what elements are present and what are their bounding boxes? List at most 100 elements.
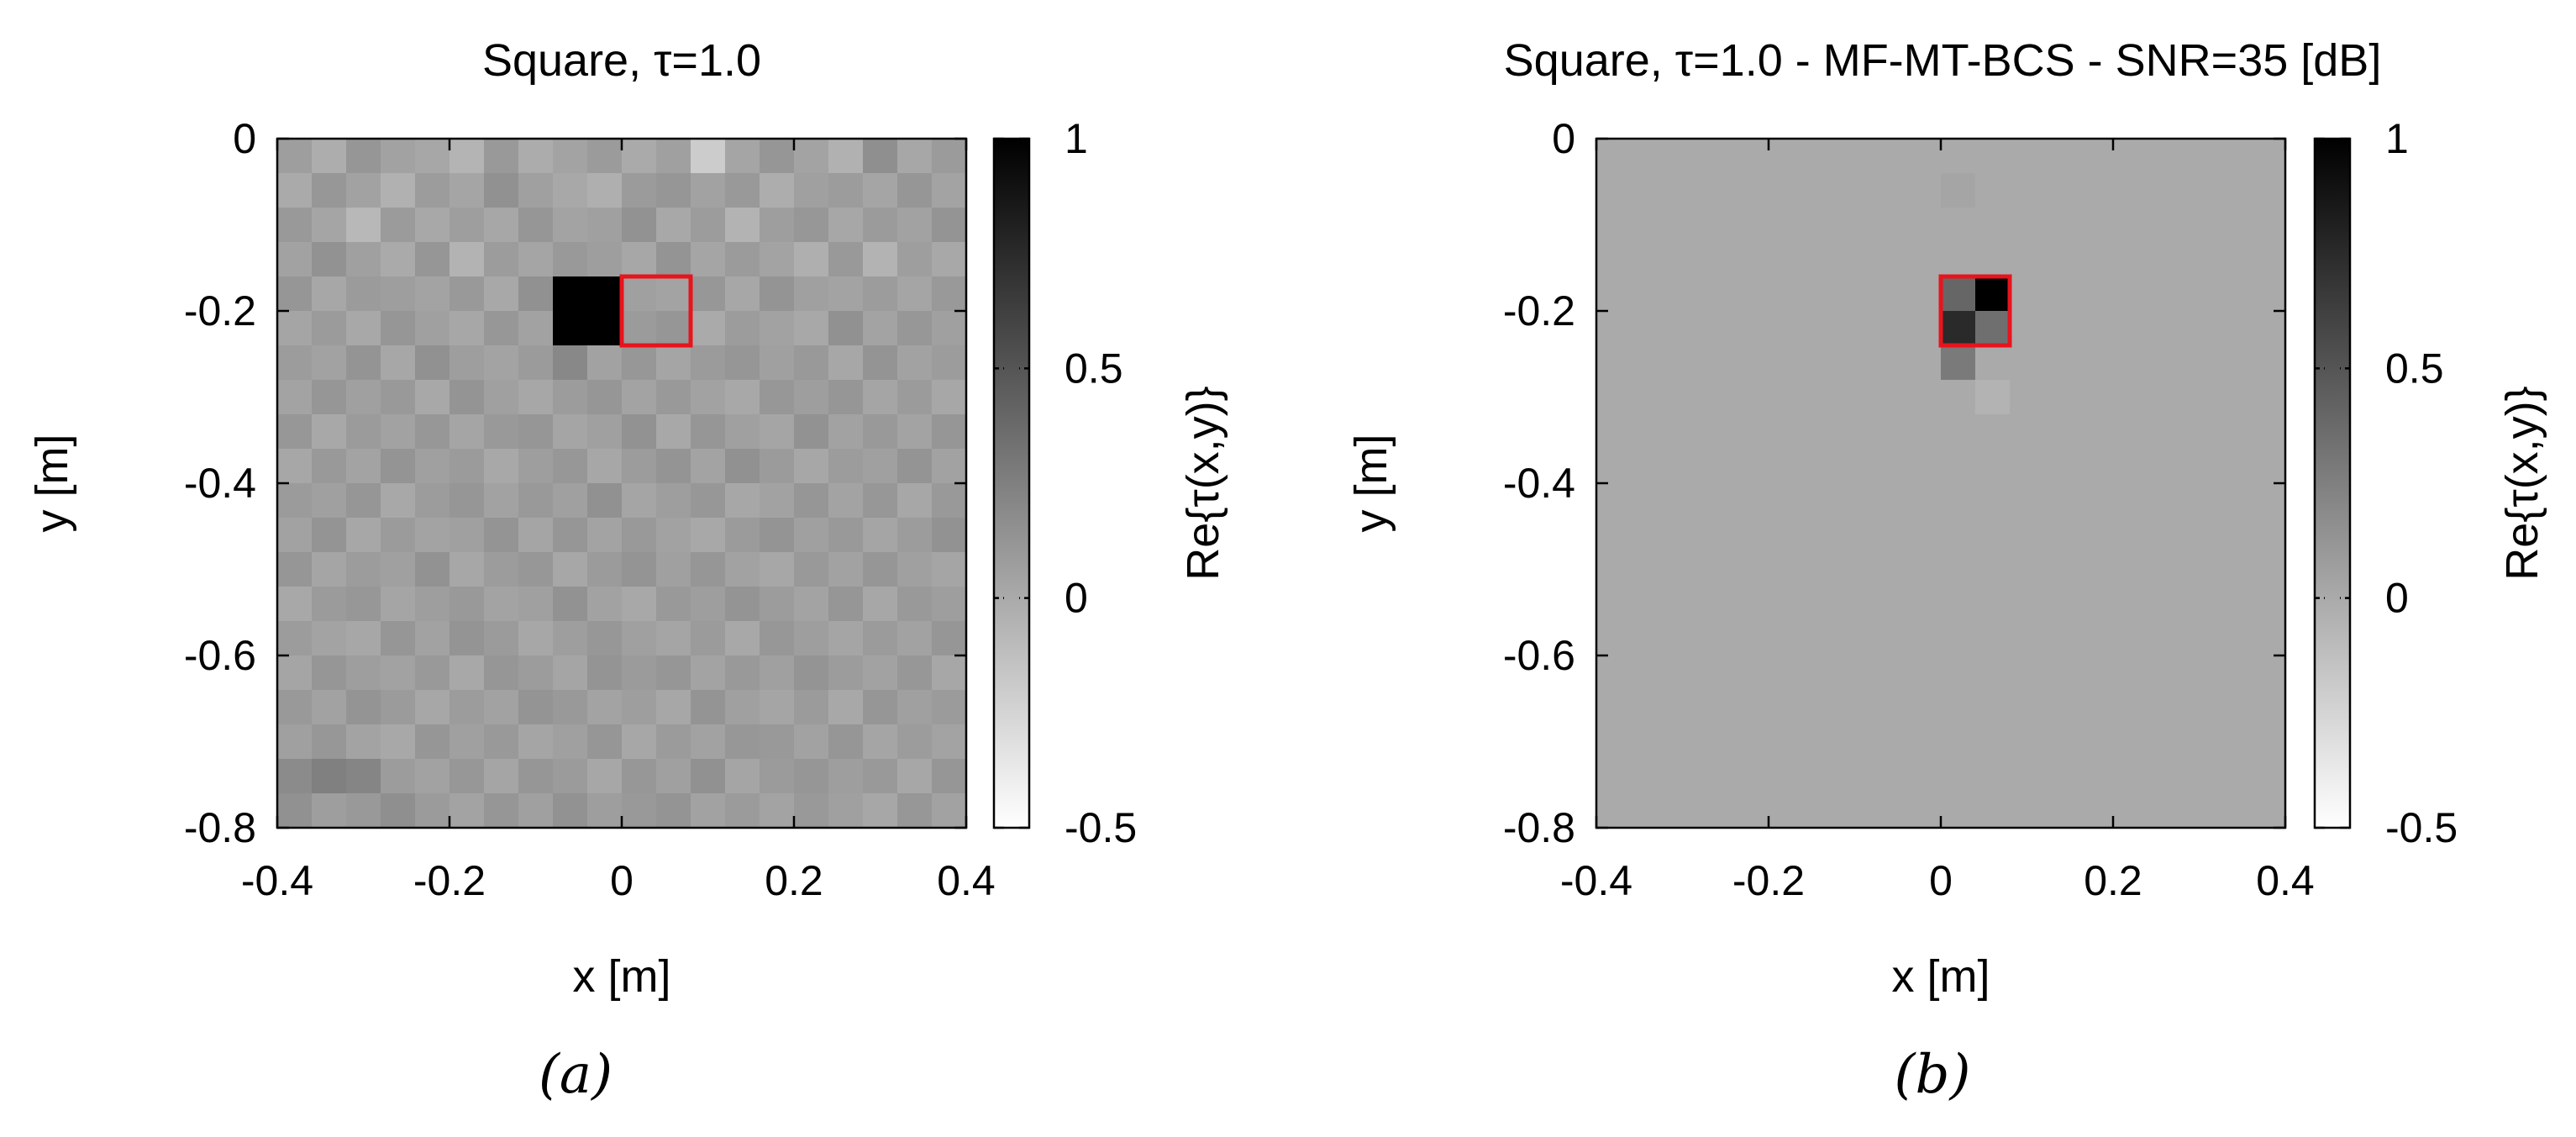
- heatmap-cell: [1665, 276, 1701, 312]
- heatmap-cell: [381, 655, 416, 691]
- heatmap-cell: [1872, 690, 1907, 725]
- heatmap-cell: [1872, 139, 1907, 174]
- heatmap-cell: [897, 311, 933, 346]
- heatmap-cell: [828, 793, 864, 829]
- heatmap-cell: [2113, 414, 2148, 450]
- panel-a-heatmap: [277, 139, 967, 829]
- heatmap-cell: [277, 690, 313, 725]
- heatmap-cell: [1700, 759, 1735, 794]
- heatmap-cell: [277, 345, 313, 381]
- panel-b-y-ticks: 0 -0.2 -0.4 -0.6 -0.8: [1503, 115, 2285, 851]
- heatmap-cell: [1596, 380, 1632, 415]
- heatmap-cell: [760, 655, 795, 691]
- heatmap-cell: [725, 483, 760, 518]
- heatmap-cell: [897, 173, 933, 208]
- heatmap-cell: [553, 690, 588, 725]
- heatmap-cell: [1872, 724, 1907, 760]
- heatmap-cell: [760, 621, 795, 656]
- heatmap-cell: [1975, 139, 2011, 174]
- heatmap-cell: [794, 793, 829, 829]
- heatmap-cell: [587, 724, 623, 760]
- heatmap-cell: [828, 724, 864, 760]
- heatmap-cell: [1631, 449, 1666, 484]
- heatmap-cell: [381, 724, 416, 760]
- heatmap-cell: [1837, 173, 1873, 208]
- heatmap-cell: [346, 449, 381, 484]
- heatmap-cell: [897, 690, 933, 725]
- heatmap-cell: [1941, 793, 1976, 829]
- heatmap-cell: [1837, 587, 1873, 622]
- heatmap-cell: [2182, 414, 2217, 450]
- heatmap-cell: [415, 345, 450, 381]
- heatmap-cell: [794, 483, 829, 518]
- heatmap-cell: [1596, 449, 1632, 484]
- heatmap-cell: [932, 483, 967, 518]
- heatmap-cell: [587, 449, 623, 484]
- heatmap-cell: [1700, 380, 1735, 415]
- heatmap-cell: [1803, 793, 1838, 829]
- heatmap-cell: [553, 242, 588, 277]
- heatmap-cell: [1803, 655, 1838, 691]
- heatmap-cell: [312, 552, 347, 587]
- panel-b: Square, τ=1.0 - MF-MT-BCS - SNR=35 [dB] …: [1346, 35, 2547, 1106]
- heatmap-cell: [2079, 483, 2114, 518]
- heatmap-cell: [587, 518, 623, 553]
- heatmap-cell: [2044, 414, 2079, 450]
- heatmap-cell: [1596, 414, 1632, 450]
- heatmap-cell: [2079, 759, 2114, 794]
- heatmap-cell: [932, 655, 967, 691]
- heatmap-cell: [518, 655, 554, 691]
- heatmap-cell: [2079, 380, 2114, 415]
- heatmap-cell: [1631, 139, 1666, 174]
- heatmap-cell: [1906, 518, 1942, 553]
- heatmap-cell: [518, 311, 554, 346]
- heatmap-cell: [1941, 483, 1976, 518]
- heatmap-cell: [2251, 414, 2286, 450]
- heatmap-cell: [794, 759, 829, 794]
- heatmap-cell: [2044, 690, 2079, 725]
- heatmap-cell: [518, 759, 554, 794]
- heatmap-cell: [1941, 724, 1976, 760]
- colorbar-tick-label: 0.5: [2385, 345, 2444, 392]
- heatmap-cell: [1769, 311, 1804, 346]
- heatmap-cell: [760, 724, 795, 760]
- heatmap-cell: [656, 724, 691, 760]
- heatmap-cell: [415, 518, 450, 553]
- panel-a-colorbar-label: Re{τ(x,y)}: [1178, 386, 1228, 580]
- heatmap-cell: [2251, 139, 2286, 174]
- heatmap-cell: [553, 552, 588, 587]
- heatmap-cell: [691, 587, 726, 622]
- heatmap-cell: [2113, 449, 2148, 484]
- heatmap-cell: [1665, 414, 1701, 450]
- heatmap-cell: [346, 621, 381, 656]
- heatmap-cell: [1975, 690, 2011, 725]
- heatmap-cell: [553, 518, 588, 553]
- heatmap-cell: [1665, 655, 1701, 691]
- heatmap-cell: [2148, 655, 2183, 691]
- heatmap-cell: [2251, 690, 2286, 725]
- heatmap-cell: [381, 208, 416, 243]
- heatmap-cell: [1837, 208, 1873, 243]
- heatmap-cell: [1769, 518, 1804, 553]
- heatmap-cell: [2251, 380, 2286, 415]
- panel-b-label: (b): [1895, 1044, 1971, 1106]
- heatmap-cell: [415, 311, 450, 346]
- panel-a-target-outline: [619, 274, 693, 348]
- heatmap-cell: [2182, 552, 2217, 587]
- heatmap-cell: [2182, 690, 2217, 725]
- heatmap-cell: [1941, 655, 1976, 691]
- heatmap-cell: [2113, 311, 2148, 346]
- heatmap-cell: [553, 793, 588, 829]
- heatmap-cell: [449, 621, 485, 656]
- heatmap-cell: [346, 380, 381, 415]
- heatmap-cell: [2216, 621, 2252, 656]
- heatmap-cell: [346, 414, 381, 450]
- heatmap-cell: [553, 311, 588, 346]
- heatmap-cell: [2148, 380, 2183, 415]
- heatmap-cell: [2148, 690, 2183, 725]
- heatmap-cell: [725, 724, 760, 760]
- heatmap-cell: [415, 690, 450, 725]
- heatmap-cell: [932, 345, 967, 381]
- heatmap-cell: [277, 552, 313, 587]
- heatmap-cell: [622, 759, 657, 794]
